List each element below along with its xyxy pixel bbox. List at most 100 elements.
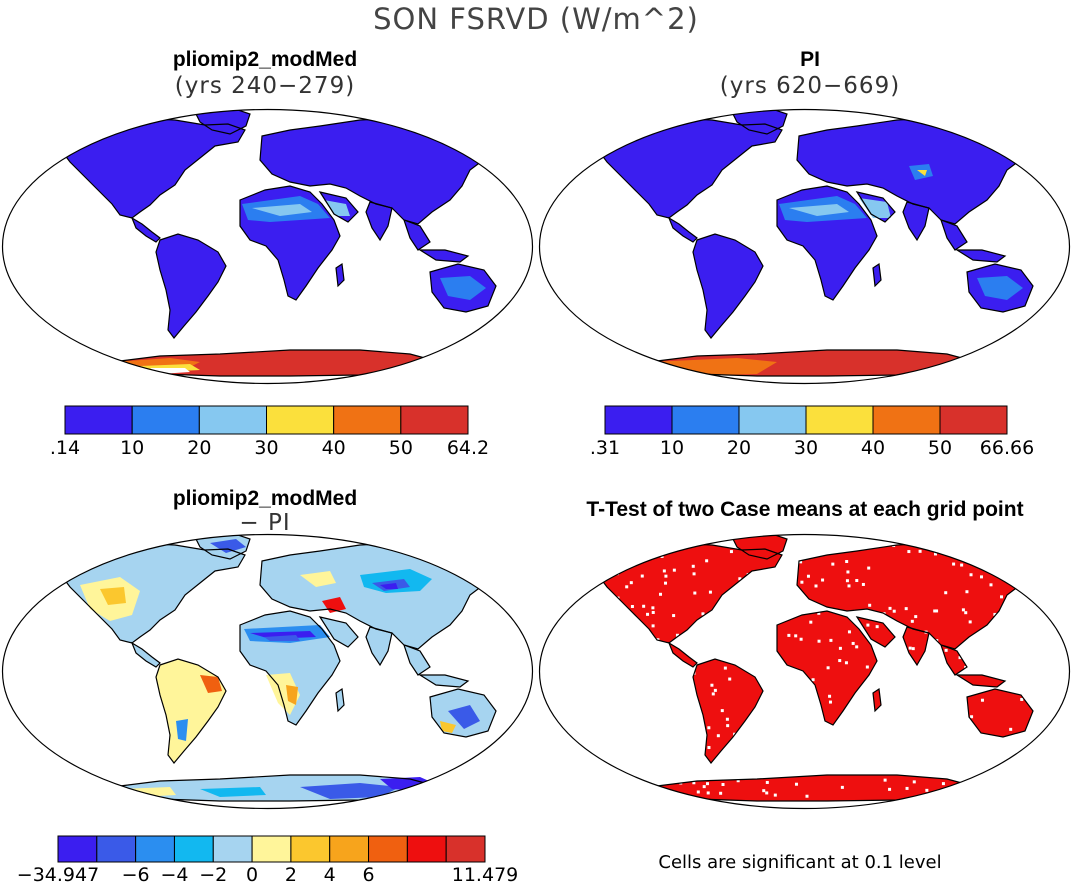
nonsignificant-cell bbox=[889, 534, 893, 537]
nonsignificant-cell bbox=[892, 609, 896, 613]
nonsignificant-cell bbox=[855, 579, 859, 583]
nonsignificant-cell bbox=[675, 633, 679, 637]
nonsignificant-cell bbox=[954, 790, 958, 794]
nonsignificant-cell bbox=[682, 690, 686, 694]
nonsignificant-cell bbox=[683, 673, 687, 677]
nonsignificant-cell bbox=[961, 608, 965, 612]
nonsignificant-cell bbox=[1016, 681, 1020, 685]
colorbar-swatch bbox=[400, 405, 469, 435]
nonsignificant-cell bbox=[1012, 758, 1016, 762]
land-nz bbox=[514, 729, 522, 745]
map-panel-ttest bbox=[538, 533, 1071, 810]
land-nz bbox=[1051, 729, 1059, 745]
data-patch bbox=[100, 587, 126, 605]
nonsignificant-cell bbox=[846, 613, 850, 617]
nonsignificant-cell bbox=[956, 788, 960, 792]
nonsignificant-cell bbox=[723, 666, 727, 670]
nonsignificant-cell bbox=[692, 572, 696, 576]
nonsignificant-cell bbox=[653, 788, 657, 792]
nonsignificant-cell bbox=[831, 761, 835, 765]
nonsignificant-cell bbox=[787, 633, 791, 637]
colorbar-swatch bbox=[671, 405, 740, 435]
nonsignificant-cell bbox=[629, 581, 633, 585]
data-patch bbox=[440, 276, 486, 300]
land-nz bbox=[514, 304, 522, 320]
nonsignificant-cell bbox=[888, 606, 892, 610]
nonsignificant-cell bbox=[684, 715, 688, 719]
nonsignificant-cell bbox=[617, 758, 621, 762]
nonsignificant-cell bbox=[765, 791, 769, 795]
land-madagascar bbox=[336, 264, 344, 286]
nonsignificant-cell bbox=[869, 688, 873, 692]
nonsignificant-cell bbox=[632, 758, 636, 762]
colorbar-tick-label: 20 bbox=[726, 437, 752, 459]
nonsignificant-cell bbox=[807, 550, 811, 554]
coastline bbox=[954, 674, 1007, 688]
nonsignificant-cell bbox=[1042, 618, 1046, 622]
nonsignificant-cell bbox=[653, 652, 657, 656]
nonsignificant-cell bbox=[870, 534, 874, 537]
data-patch bbox=[300, 571, 336, 587]
nonsignificant-cell bbox=[624, 660, 628, 664]
nonsignificant-cell bbox=[711, 692, 715, 696]
nonsignificant-cell bbox=[872, 642, 876, 646]
colorbar-tick-label: 30 bbox=[793, 437, 819, 459]
nonsignificant-cell bbox=[986, 780, 990, 784]
nonsignificant-cell bbox=[914, 615, 918, 619]
nonsignificant-cell bbox=[643, 553, 647, 557]
nonsignificant-cell bbox=[651, 610, 655, 614]
nonsignificant-cell bbox=[972, 762, 976, 766]
colorbar-tick-label: 20 bbox=[187, 437, 212, 459]
coastline bbox=[155, 658, 227, 764]
nonsignificant-cell bbox=[642, 604, 646, 608]
colorbar-swatch bbox=[738, 405, 807, 435]
nonsignificant-cell bbox=[1020, 697, 1024, 701]
nonsignificant-cell bbox=[965, 590, 969, 594]
nonsignificant-cell bbox=[710, 683, 714, 687]
nonsignificant-cell bbox=[597, 794, 601, 798]
nonsignificant-cell bbox=[618, 654, 622, 658]
coastline bbox=[692, 233, 764, 339]
map-panel-modmed bbox=[1, 108, 534, 385]
nonsignificant-cell bbox=[793, 727, 797, 731]
nonsignificant-cell bbox=[855, 645, 859, 649]
nonsignificant-cell bbox=[737, 739, 741, 743]
nonsignificant-cell bbox=[803, 737, 807, 741]
land-seAsia bbox=[404, 645, 430, 675]
panel-title-ttest: T-Test of two Case means at each grid po… bbox=[586, 498, 1024, 521]
coastline bbox=[1050, 303, 1060, 321]
nonsignificant-cell bbox=[866, 623, 870, 627]
land-india bbox=[366, 202, 392, 240]
nonsignificant-cell bbox=[845, 579, 849, 583]
colorbar-tick-label: 64.2 bbox=[446, 437, 490, 459]
nonsignificant-cell bbox=[828, 694, 832, 698]
data-patch bbox=[210, 539, 246, 553]
nonsignificant-cell bbox=[794, 634, 798, 638]
land-eurasia bbox=[260, 118, 500, 224]
nonsignificant-cell bbox=[646, 711, 650, 715]
nonsignificant-cell bbox=[932, 744, 936, 748]
nonsignificant-cell bbox=[909, 534, 913, 537]
nonsignificant-cell bbox=[978, 747, 982, 751]
colorbar-swatch bbox=[368, 835, 408, 863]
coastline bbox=[954, 249, 1007, 263]
nonsignificant-cell bbox=[630, 534, 634, 538]
nonsignificant-cell bbox=[903, 689, 907, 693]
nonsignificant-cell bbox=[906, 664, 910, 668]
nonsignificant-cell bbox=[705, 782, 709, 786]
nonsignificant-cell bbox=[609, 669, 613, 673]
nonsignificant-cell bbox=[813, 747, 817, 751]
coastline bbox=[513, 303, 523, 321]
nonsignificant-cell bbox=[932, 691, 936, 695]
coastline bbox=[667, 216, 698, 243]
nonsignificant-cell bbox=[757, 750, 761, 754]
nonsignificant-cell bbox=[789, 701, 793, 705]
nonsignificant-cell bbox=[607, 685, 611, 689]
data-patch bbox=[324, 200, 350, 216]
land-northAmerica bbox=[595, 543, 782, 643]
nonsignificant-cell bbox=[644, 654, 648, 658]
nonsignificant-cell bbox=[828, 700, 832, 704]
nonsignificant-cell bbox=[652, 785, 656, 789]
nonsignificant-cell bbox=[847, 630, 851, 634]
nonsignificant-cell bbox=[877, 728, 881, 732]
